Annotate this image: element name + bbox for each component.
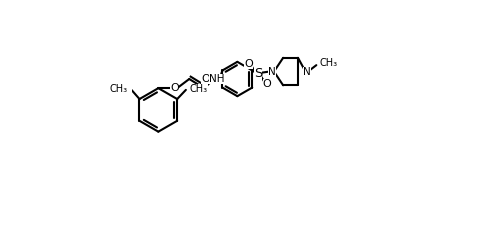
Text: O: O [201,74,210,84]
Text: O: O [245,59,253,68]
Text: S: S [254,67,262,80]
Text: CH₃: CH₃ [320,58,338,68]
Text: N: N [303,67,311,76]
Text: O: O [170,83,179,93]
Text: N: N [268,67,276,76]
Text: CH₃: CH₃ [109,84,127,94]
Text: O: O [263,79,272,89]
Text: NH: NH [209,74,224,84]
Text: CH₃: CH₃ [190,84,208,94]
